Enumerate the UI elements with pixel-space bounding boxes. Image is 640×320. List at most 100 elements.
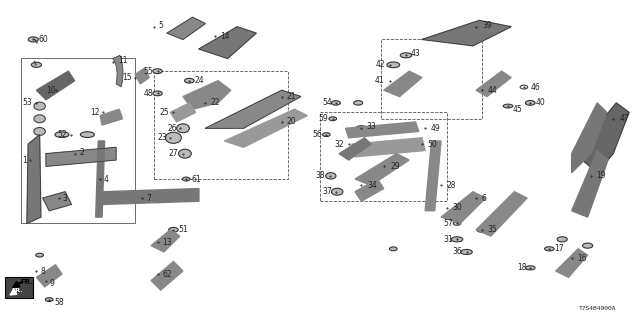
Ellipse shape — [356, 126, 367, 131]
Polygon shape — [422, 20, 511, 46]
Text: 25: 25 — [159, 108, 169, 117]
Text: 6: 6 — [481, 194, 486, 203]
Ellipse shape — [166, 132, 181, 143]
Polygon shape — [36, 71, 75, 100]
PathPatch shape — [113, 55, 123, 87]
Polygon shape — [225, 109, 307, 147]
Text: 58: 58 — [54, 298, 64, 307]
Ellipse shape — [31, 62, 42, 68]
Polygon shape — [100, 109, 122, 125]
Text: 3: 3 — [63, 194, 67, 203]
Ellipse shape — [582, 243, 593, 248]
Ellipse shape — [36, 253, 44, 257]
Text: 59: 59 — [319, 114, 328, 123]
Ellipse shape — [557, 237, 567, 242]
Ellipse shape — [34, 102, 45, 110]
Text: 40: 40 — [536, 99, 545, 108]
Ellipse shape — [153, 91, 163, 96]
Text: 31: 31 — [443, 235, 452, 244]
Text: 13: 13 — [163, 238, 172, 247]
Ellipse shape — [525, 100, 535, 105]
Text: 38: 38 — [316, 172, 325, 180]
Polygon shape — [199, 27, 256, 59]
Text: 19: 19 — [596, 172, 605, 180]
Text: 45: 45 — [513, 105, 523, 114]
Ellipse shape — [451, 237, 463, 242]
Ellipse shape — [390, 247, 397, 251]
Text: 22: 22 — [211, 99, 220, 108]
Text: 56: 56 — [312, 130, 322, 139]
Ellipse shape — [34, 115, 45, 123]
Polygon shape — [183, 81, 231, 109]
Text: 29: 29 — [390, 162, 400, 171]
Text: 54: 54 — [322, 99, 332, 108]
Ellipse shape — [400, 53, 412, 58]
Text: 37: 37 — [322, 187, 332, 196]
Text: 26: 26 — [167, 124, 177, 133]
Ellipse shape — [153, 69, 163, 74]
Text: 10: 10 — [46, 86, 56, 95]
Text: 53: 53 — [22, 99, 32, 108]
Text: 14: 14 — [220, 32, 230, 41]
Polygon shape — [135, 68, 149, 84]
Text: 50: 50 — [427, 140, 437, 148]
Text: 12: 12 — [91, 108, 100, 117]
Text: 28: 28 — [446, 181, 456, 190]
Text: 35: 35 — [488, 225, 497, 234]
Polygon shape — [151, 230, 180, 252]
Text: 42: 42 — [376, 60, 386, 69]
Text: 21: 21 — [287, 92, 296, 101]
Text: 1: 1 — [22, 156, 27, 164]
Polygon shape — [572, 103, 607, 173]
Text: 51: 51 — [179, 225, 188, 234]
Polygon shape — [346, 122, 419, 138]
Ellipse shape — [477, 227, 488, 232]
Ellipse shape — [179, 149, 191, 158]
Polygon shape — [167, 17, 205, 39]
Ellipse shape — [45, 298, 53, 301]
Ellipse shape — [453, 221, 461, 225]
Text: 52: 52 — [58, 130, 67, 139]
Text: 57: 57 — [443, 219, 452, 228]
Polygon shape — [339, 138, 371, 160]
Ellipse shape — [28, 37, 38, 42]
Polygon shape — [355, 154, 409, 185]
Text: 11: 11 — [118, 56, 127, 65]
Text: 8: 8 — [40, 267, 45, 276]
Text: 41: 41 — [374, 76, 384, 85]
Text: 9: 9 — [50, 279, 54, 288]
Polygon shape — [476, 192, 527, 236]
Polygon shape — [27, 135, 41, 223]
Text: 44: 44 — [488, 86, 497, 95]
Text: 49: 49 — [430, 124, 440, 133]
Text: 34: 34 — [368, 181, 378, 190]
Polygon shape — [36, 265, 62, 287]
Ellipse shape — [81, 132, 95, 138]
Polygon shape — [425, 141, 441, 211]
Text: 24: 24 — [195, 76, 204, 85]
Text: 48: 48 — [143, 89, 153, 98]
Text: 62: 62 — [163, 270, 172, 279]
Polygon shape — [355, 179, 384, 201]
FancyBboxPatch shape — [4, 277, 33, 298]
Text: 46: 46 — [531, 83, 540, 92]
Text: 30: 30 — [452, 203, 462, 212]
Polygon shape — [556, 249, 588, 277]
Polygon shape — [170, 103, 196, 122]
Text: 39: 39 — [483, 21, 492, 30]
Text: 27: 27 — [169, 149, 179, 158]
Polygon shape — [575, 103, 629, 173]
Text: 16: 16 — [577, 254, 586, 263]
Text: 5: 5 — [158, 21, 163, 30]
Text: FR.: FR. — [20, 279, 33, 285]
Text: 18: 18 — [518, 263, 527, 272]
Ellipse shape — [323, 133, 330, 137]
Ellipse shape — [461, 250, 472, 254]
Polygon shape — [572, 150, 608, 217]
Polygon shape — [352, 138, 425, 157]
Text: 4: 4 — [104, 174, 109, 184]
Ellipse shape — [55, 132, 69, 138]
Polygon shape — [151, 261, 183, 290]
Text: 33: 33 — [367, 122, 376, 131]
Text: 2: 2 — [80, 148, 84, 156]
